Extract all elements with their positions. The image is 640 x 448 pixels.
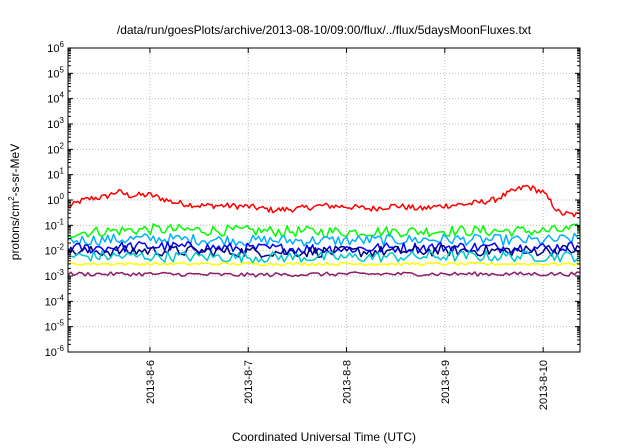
x-tick-label: 2013-8-8 bbox=[342, 360, 354, 404]
x-tick-label: 2013-8-6 bbox=[145, 360, 157, 404]
axes: 10-6 10-5 10-4 10-3 10-2 10-1 100 101 102 103 104 1… bbox=[45, 40, 581, 410]
series-line bbox=[67, 271, 581, 278]
series-line bbox=[67, 250, 581, 264]
series-line bbox=[67, 261, 581, 267]
y-axis-label: protons/cm2-s-sr-MeV bbox=[7, 144, 22, 260]
plot-frame bbox=[67, 47, 581, 353]
y-tick-label: 102 bbox=[47, 141, 64, 156]
x-axis-label: Coordinated Universal Time (UTC) bbox=[232, 430, 416, 444]
series-line bbox=[67, 184, 581, 218]
x-tick-label: 2013-8-10 bbox=[538, 360, 550, 410]
y-tick-label: 106 bbox=[47, 40, 64, 55]
series-layer bbox=[67, 184, 581, 278]
x-tick-label: 2013-8-7 bbox=[243, 360, 255, 404]
y-tick-label: 100 bbox=[47, 192, 64, 207]
y-tick-label: 10-1 bbox=[45, 217, 65, 232]
y-tick-label: 10-3 bbox=[45, 268, 65, 283]
y-tick-label: 10-2 bbox=[45, 243, 65, 258]
y-tick-label: 104 bbox=[47, 91, 64, 106]
grid bbox=[68, 47, 580, 353]
x-tick-label: 2013-8-9 bbox=[440, 360, 452, 404]
chart-title: /data/run/goesPlots/archive/2013-08-10/0… bbox=[117, 23, 532, 37]
y-tick-label: 105 bbox=[47, 65, 64, 80]
y-tick-label: 10-6 bbox=[45, 344, 65, 359]
y-tick-label: 10-4 bbox=[45, 293, 65, 308]
y-tick-label: 101 bbox=[47, 167, 64, 182]
y-tick-label: 10-5 bbox=[45, 319, 65, 334]
series-line bbox=[67, 244, 581, 258]
series-line bbox=[67, 232, 581, 247]
y-tick-label: 103 bbox=[47, 116, 64, 131]
